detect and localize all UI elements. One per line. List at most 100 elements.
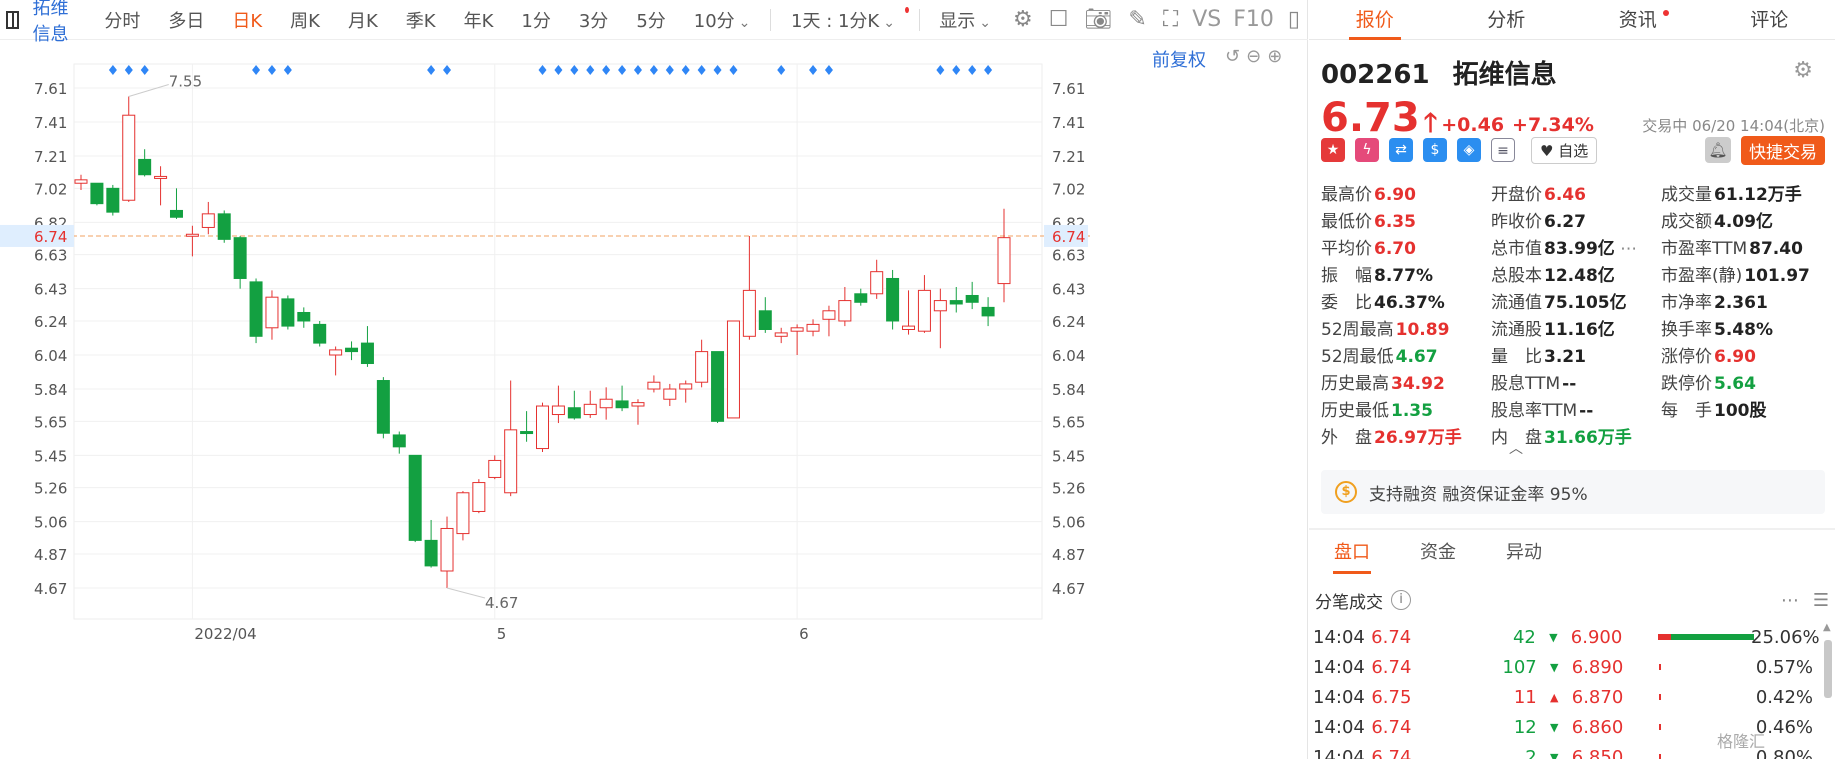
f10-button[interactable]: F10 xyxy=(1233,7,1274,32)
tab-baojia[interactable]: 报价 xyxy=(1309,0,1441,40)
stat-value: 6.35 xyxy=(1374,212,1416,232)
event-marker-icon xyxy=(602,65,611,75)
candle-body xyxy=(551,405,565,416)
tab-yuek[interactable]: 月K xyxy=(347,10,378,32)
event-marker-icon xyxy=(824,65,833,75)
trade-row: 14:04 6.74 107 ▼ 6.890 0.57% xyxy=(1309,652,1813,682)
stats-row: 历史最低 1.35 股息率TTM -- 每 手 100股 xyxy=(1321,396,1831,423)
stats-row: 52周最低 4.67 量 比 3.21 涨停价 6.90 xyxy=(1321,342,1831,369)
sidebar-toggle-icon[interactable] xyxy=(6,10,19,29)
stat-value: 101.97 xyxy=(1744,266,1810,286)
scrollbar-thumb[interactable] xyxy=(1824,640,1832,698)
candle-body xyxy=(424,539,438,567)
vs-button[interactable]: VS xyxy=(1192,7,1222,32)
y-tick-label-right: 5.65 xyxy=(1052,413,1085,431)
fuquan-toggle[interactable]: 前复权 xyxy=(1152,50,1206,71)
tab-yidong[interactable]: 异动 xyxy=(1506,542,1542,563)
stat-cell: 最高价 6.90 xyxy=(1321,180,1491,207)
lightning-icon[interactable]: ϟ xyxy=(1355,138,1379,162)
panel-toggle-icon[interactable]: ▯ xyxy=(1287,7,1300,32)
fast-trade-button[interactable]: 快捷交易 xyxy=(1741,135,1825,165)
tab-jik[interactable]: 季K xyxy=(405,10,436,32)
fullscreen-icon[interactable]: ⛶ xyxy=(1162,7,1179,32)
event-marker-icon xyxy=(713,65,722,75)
candle-body xyxy=(615,400,629,409)
pencil-icon[interactable]: ✎ xyxy=(1128,7,1147,32)
tab-rik[interactable]: 日K xyxy=(232,10,263,32)
tab-fenshi[interactable]: 分时 xyxy=(104,10,141,32)
event-marker-icon xyxy=(729,65,738,75)
layout-box-icon[interactable]: ☐ xyxy=(1048,7,1069,32)
candle-body xyxy=(758,310,772,330)
trade-row: 14:04 6.74 2 ▼ 6.850 0.80% xyxy=(1309,742,1813,759)
candle-body xyxy=(392,434,406,448)
stat-cell: 每 手 100股 xyxy=(1661,396,1831,423)
stats-row: 历史最高 34.92 股息TTM -- 跌停价 5.64 xyxy=(1321,369,1831,396)
stat-cell: 股息TTM -- xyxy=(1491,369,1661,396)
info-icon[interactable]: i xyxy=(1391,590,1411,610)
book-percent: 0.57% xyxy=(1755,656,1813,678)
tab-pinglun[interactable]: 评论 xyxy=(1704,0,1835,39)
candle-body xyxy=(233,237,247,279)
tab-pankou[interactable]: 盘口 xyxy=(1309,530,1395,576)
stat-cell: 开盘价 6.46 xyxy=(1491,180,1661,207)
tag-icon[interactable]: ◈ xyxy=(1457,138,1481,162)
camera-icon[interactable]: 📷︎ xyxy=(1084,7,1113,32)
tab-zixun[interactable]: 资讯 xyxy=(1572,0,1704,39)
candle-body xyxy=(74,179,88,184)
stat-cell: 市净率 2.361 xyxy=(1661,288,1831,315)
candle-body xyxy=(567,407,581,419)
zoom-in-icon[interactable]: ⊕ xyxy=(1267,46,1283,67)
settings-gear-icon[interactable]: ⚙ xyxy=(1012,7,1033,32)
triangle-down-icon: ▼ xyxy=(1550,720,1559,734)
period-select[interactable]: 1天 : 1分K xyxy=(791,7,895,33)
tab-5min[interactable]: 5分 xyxy=(636,10,666,32)
candle-body xyxy=(854,293,868,303)
trade-volume: 107 xyxy=(1502,656,1537,678)
scroll-up-icon[interactable]: ▲ xyxy=(1823,622,1831,633)
stat-cell xyxy=(1661,423,1831,450)
tab-1min[interactable]: 1分 xyxy=(521,10,551,32)
stat-value: -- xyxy=(1579,401,1594,421)
stats-row: 最高价 6.90 开盘价 6.46 成交量 61.12万手 xyxy=(1321,180,1831,207)
notes-icon[interactable]: ≡ xyxy=(1491,138,1515,162)
candle-body xyxy=(169,209,183,218)
candle-body xyxy=(90,182,104,205)
stat-label: 流通股 xyxy=(1491,320,1542,340)
y-tick-label-right: 4.67 xyxy=(1052,580,1085,598)
dollar-icon[interactable]: $ xyxy=(1423,138,1447,162)
tab-niank[interactable]: 年K xyxy=(463,10,494,32)
collapse-chevron-icon[interactable]: ︿ xyxy=(1509,441,1523,457)
list-view-icon[interactable]: ☰ xyxy=(1812,589,1829,611)
tab-3min[interactable]: 3分 xyxy=(578,10,609,32)
margin-info-banner[interactable]: $ 支持融资 融资保证金率 95% xyxy=(1321,470,1825,514)
tab-zijin[interactable]: 资金 xyxy=(1420,542,1456,563)
toolbar-stock-name[interactable]: 拓维信息 xyxy=(32,0,69,45)
stat-label: 52周最高 xyxy=(1321,320,1394,340)
stat-cell: 换手率 5.48% xyxy=(1661,315,1831,342)
stat-cell: 量 比 3.21 xyxy=(1491,342,1661,369)
tab-10min[interactable]: 10分 xyxy=(694,7,751,33)
market-cap-more-icon[interactable]: ⋯ xyxy=(1614,239,1638,259)
alert-bell-icon[interactable]: 🔔︎ xyxy=(1705,137,1731,163)
margin-info-text: 支持融资 融资保证金率 95% xyxy=(1369,484,1588,505)
quote-settings-icon[interactable]: ⚙ xyxy=(1793,58,1813,83)
candlestick-chart[interactable]: 7.61 7.617.41 7.417.21 7.217.02 7.026.82 6.82… xyxy=(0,40,1308,759)
y-tick-label-left: 6.43 xyxy=(34,281,67,299)
candle-body xyxy=(663,388,677,400)
china-flag-icon[interactable]: ★ xyxy=(1321,138,1345,162)
stat-label: 总股本 xyxy=(1491,266,1542,286)
trades-scrollbar[interactable]: ▲ xyxy=(1823,622,1833,759)
more-icon[interactable]: ⋯ xyxy=(1780,589,1799,611)
zoom-out-icon[interactable]: ⊖ xyxy=(1246,46,1262,67)
tab-zhouk[interactable]: 周K xyxy=(290,10,320,32)
tab-fenxi[interactable]: 分析 xyxy=(1441,0,1573,39)
fenbi-trades-list: 14:04 6.74 42 ▼ 6.900 25.06% 14:04 6.74 107 ▼ 6.89… xyxy=(1309,622,1820,759)
quote-stats: 最高价 6.90 开盘价 6.46 成交量 61.12万手 最低价 6.35 昨收价 6.27 成交… xyxy=(1321,180,1831,450)
display-menu[interactable]: 显示 xyxy=(939,7,991,33)
reset-icon[interactable]: ↺ xyxy=(1225,46,1241,67)
shuffle-icon[interactable]: ⇄ xyxy=(1389,138,1413,162)
candlestick-chart-area[interactable]: 7.61 7.61 7.41 7.41 7.21 7.21 7.02 7.02 6.82 6.82… xyxy=(0,40,1308,759)
tab-duori[interactable]: 多日 xyxy=(168,10,205,32)
add-watchlist-button[interactable]: ♥ 自选 xyxy=(1531,136,1598,164)
